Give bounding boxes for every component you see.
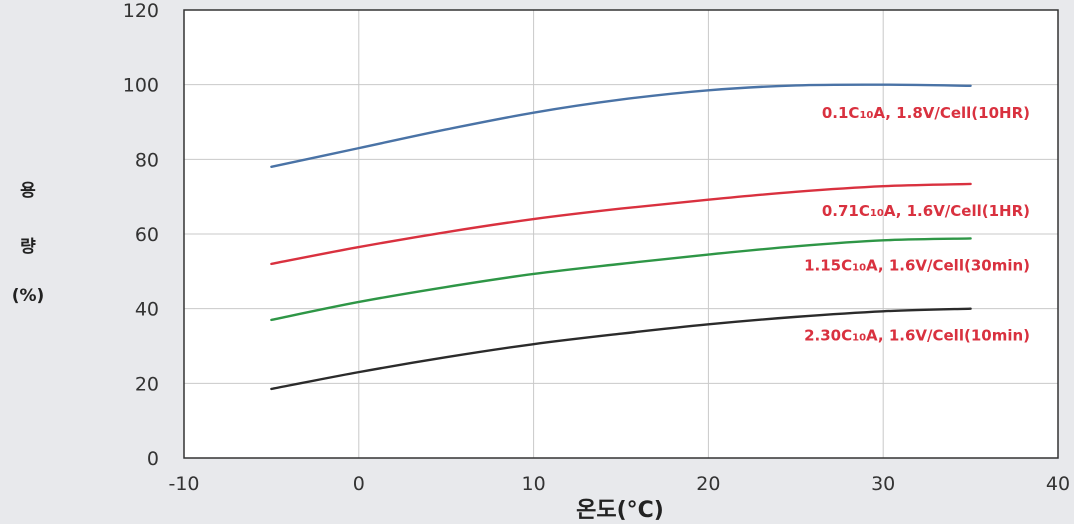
- x-tick-label: 40: [1046, 473, 1070, 495]
- x-tick-label: 20: [696, 473, 720, 495]
- x-tick-label: -10: [168, 473, 199, 495]
- y-tick-label: 60: [135, 224, 159, 246]
- y-tick-label: 20: [135, 373, 159, 395]
- x-axis-label: 온도(°C): [576, 498, 664, 523]
- x-tick-label: 0: [353, 473, 365, 495]
- y-tick-label: 80: [135, 149, 159, 171]
- y-tick-label: 0: [147, 448, 159, 470]
- series-label-1: 0.1C10A, 1.8V/Cell(10HR): [822, 104, 1030, 122]
- series-label-4: 2.30C10A, 1.6V/Cell(10min): [804, 327, 1030, 345]
- x-tick-label: 10: [522, 473, 546, 495]
- x-tick-label: 30: [871, 473, 895, 495]
- y-tick-label: 100: [123, 75, 159, 97]
- series-label-2: 0.71C10A, 1.6V/Cell(1HR): [822, 202, 1030, 220]
- y-axis-label-line-1: 용: [8, 176, 48, 201]
- y-tick-label: 40: [135, 299, 159, 321]
- y-tick-label: 120: [123, 0, 159, 22]
- y-axis-label-line-2: 량: [8, 232, 48, 257]
- series-label-3: 1.15C10A, 1.6V/Cell(30min): [804, 256, 1030, 274]
- y-axis-label-line-3: (%): [8, 286, 48, 306]
